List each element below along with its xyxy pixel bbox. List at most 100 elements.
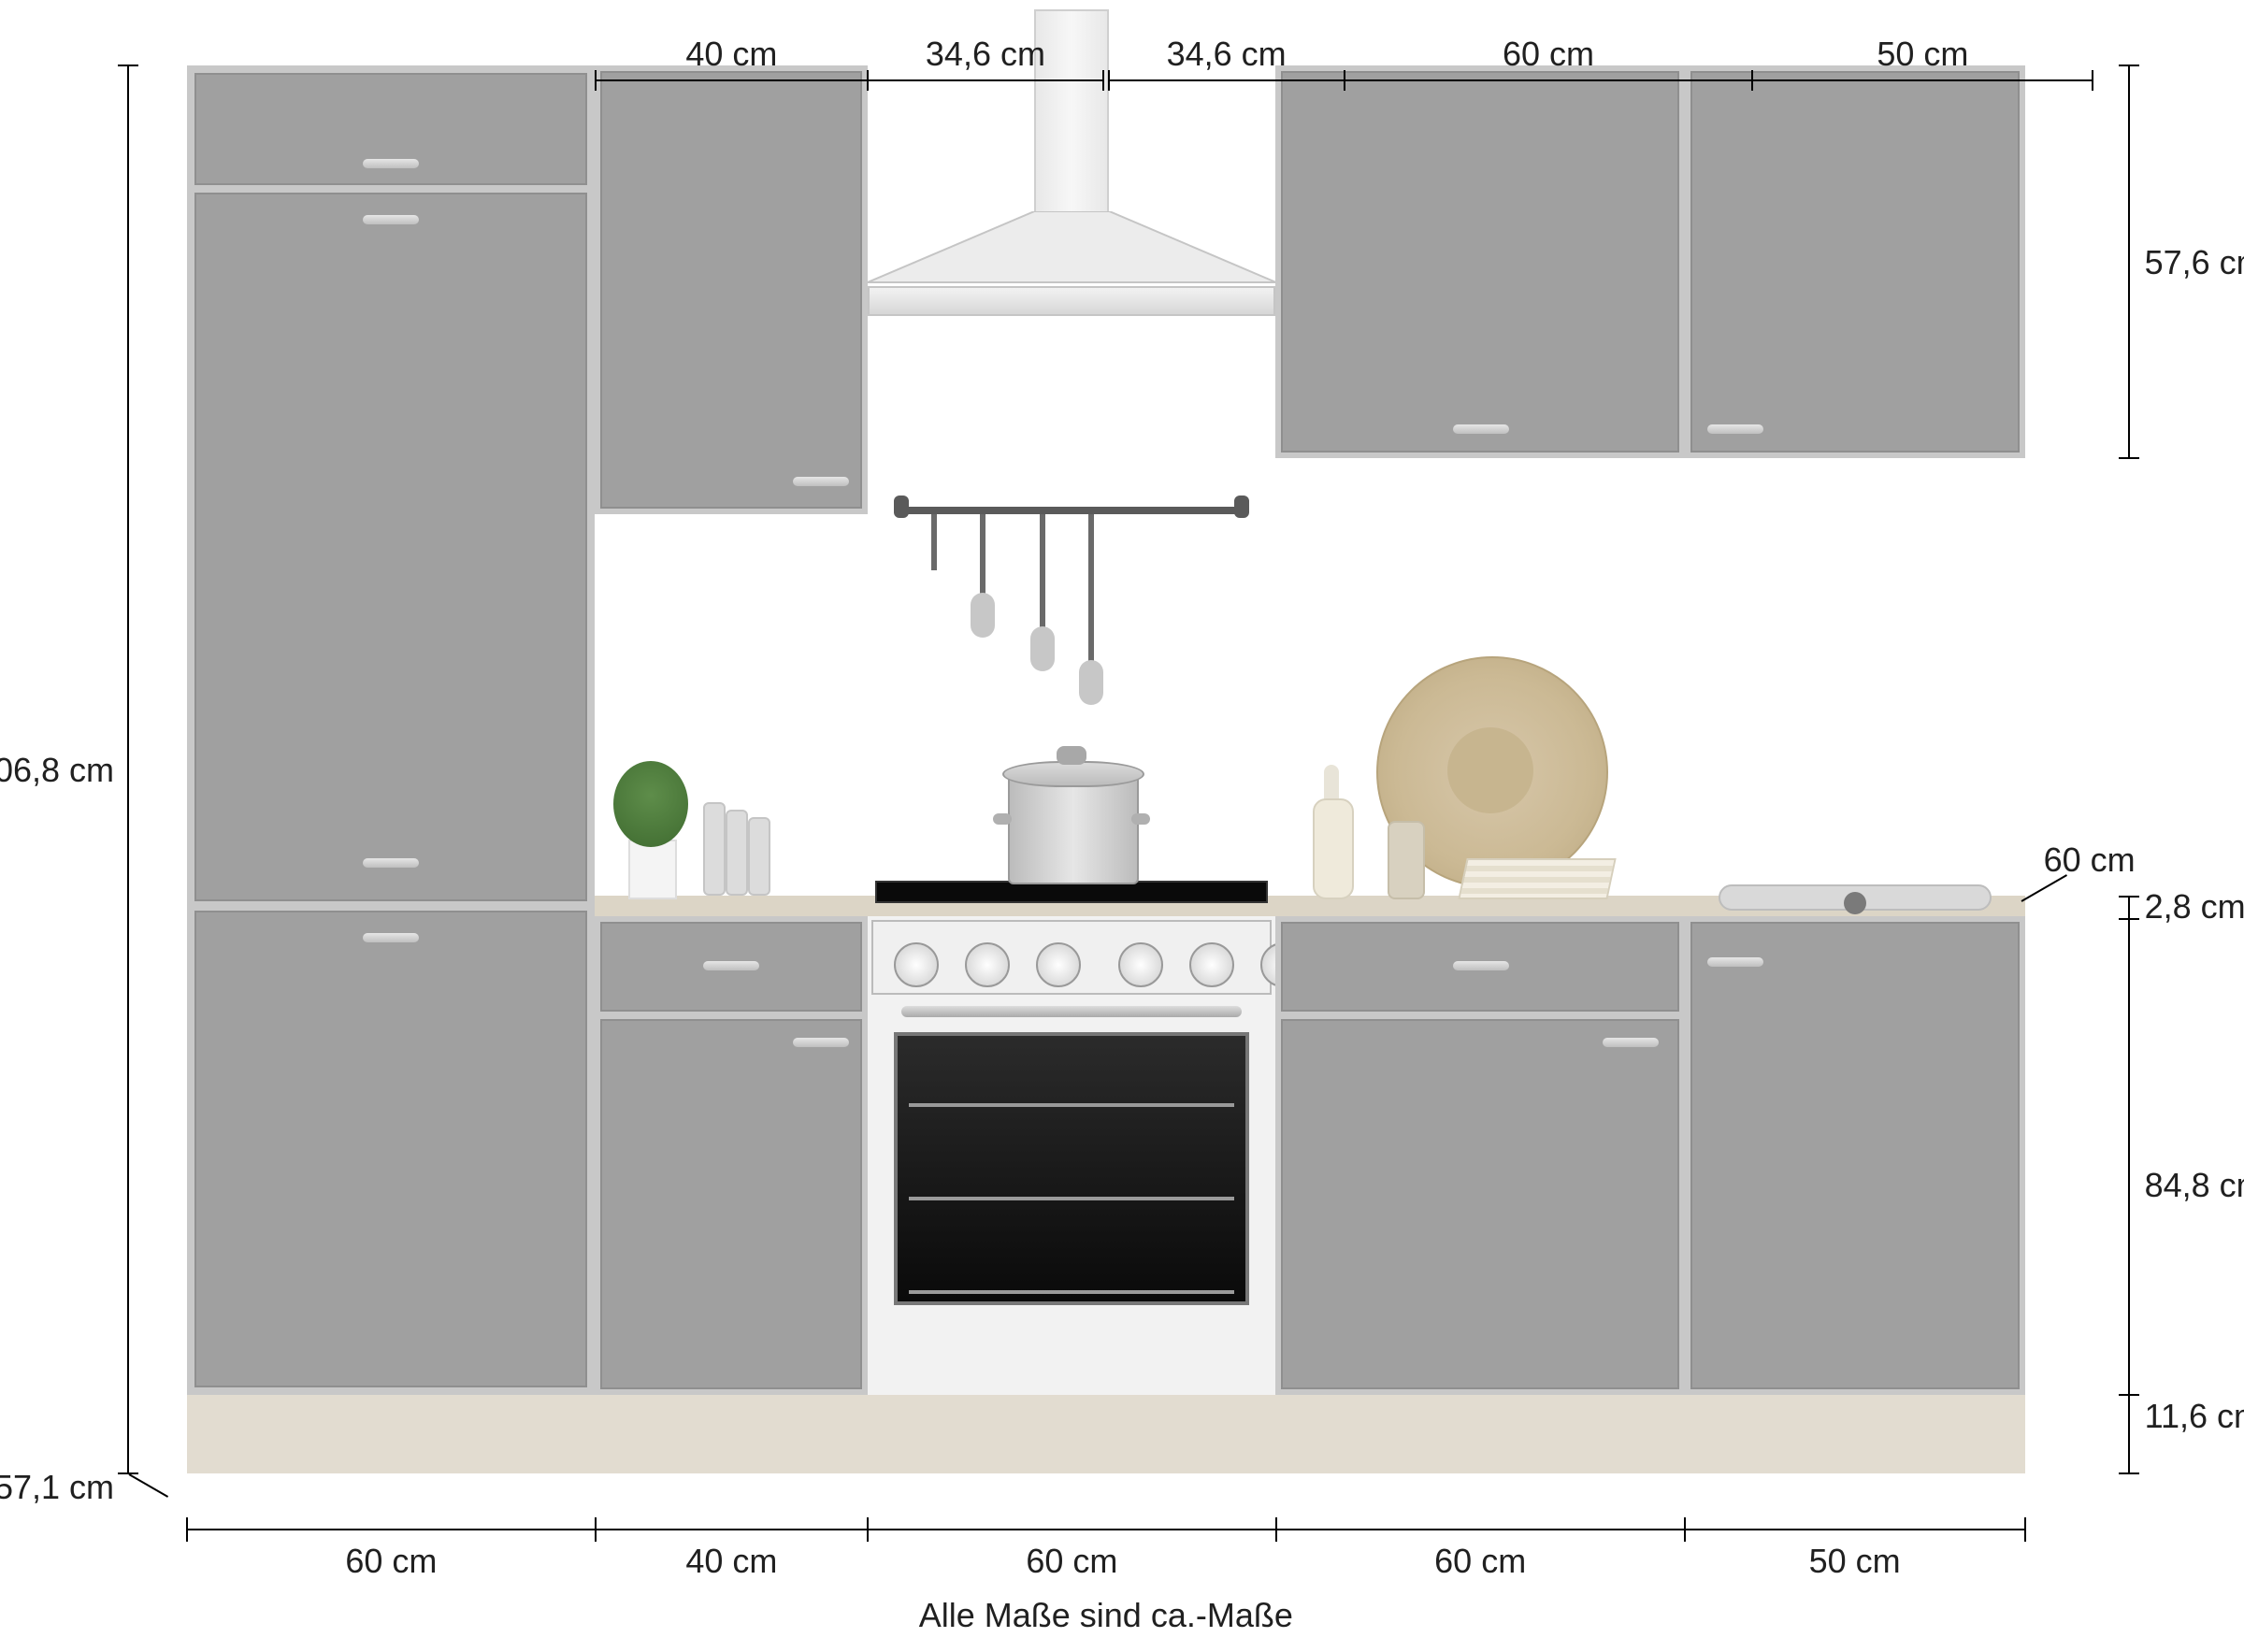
tall-door-top <box>194 73 588 185</box>
dim-line <box>1752 79 2093 81</box>
glass-icon <box>749 818 771 897</box>
hook <box>980 514 985 604</box>
dim-label: 34,6 cm <box>926 35 1045 74</box>
hob <box>875 882 1269 904</box>
dim-label: 60 cm <box>345 1542 437 1581</box>
handle <box>1707 424 1763 434</box>
dim-tick <box>867 1517 869 1542</box>
dim-label: 206,8 cm <box>0 751 114 790</box>
pot-lid <box>1002 762 1144 788</box>
tall-door-mid <box>194 193 588 902</box>
wall-40-door <box>601 71 862 508</box>
dim-tick <box>595 70 597 91</box>
wall-60-door <box>1282 71 1679 452</box>
oven-handle <box>901 1005 1243 1016</box>
handle <box>793 477 849 486</box>
oven-knob <box>965 941 1010 986</box>
bottle-neck <box>1325 766 1340 803</box>
dim-tick <box>1108 70 1110 91</box>
glass-icon <box>704 803 726 897</box>
dim-tick <box>595 1517 597 1542</box>
plant-pot <box>629 840 678 900</box>
dim-label: 60 cm <box>1434 1542 1526 1581</box>
hook <box>1088 514 1094 671</box>
oven-rack <box>909 1289 1235 1293</box>
oven-knob <box>1036 941 1081 986</box>
dim-label: 50 cm <box>1809 1542 1901 1581</box>
hood-base <box>868 286 1276 316</box>
glass-icon <box>726 811 749 897</box>
dim-label: 57,6 cm <box>2145 243 2244 282</box>
dim-label: 40 cm <box>685 35 777 74</box>
dim-label: 57,1 cm <box>0 1468 114 1507</box>
oven-rack <box>909 1196 1235 1199</box>
dim-tick <box>2119 457 2139 459</box>
plant-icon <box>614 762 689 848</box>
dim-tick <box>1344 70 1345 91</box>
utensil-icon <box>1079 660 1103 705</box>
handle <box>1452 960 1508 970</box>
handle <box>363 159 419 168</box>
handle <box>1707 956 1763 966</box>
hood-canopy <box>868 211 1276 290</box>
plinth <box>187 1395 2025 1473</box>
dim-tick <box>2024 1517 2026 1542</box>
hood-duct <box>1034 9 1109 215</box>
pot-handle <box>993 814 1012 826</box>
handle <box>793 1037 849 1046</box>
base-60-door <box>1282 1018 1679 1389</box>
depth-diagonal <box>129 1473 169 1498</box>
dim-label: 11,6 cm <box>2145 1397 2244 1436</box>
handle <box>1452 424 1508 434</box>
oven-door <box>894 1031 1250 1305</box>
oven-knob <box>894 941 939 986</box>
utensil-icon <box>971 593 995 638</box>
dim-tick <box>2119 1472 2139 1474</box>
base-40-door <box>601 1018 862 1389</box>
handle <box>363 215 419 224</box>
dim-line <box>1109 79 1345 81</box>
hook <box>931 514 937 570</box>
dim-tick <box>186 1517 188 1542</box>
bottle-icon <box>1314 799 1355 900</box>
dim-line <box>1345 79 1753 81</box>
dim-label: 50 cm <box>1877 35 1968 74</box>
dim-tick <box>867 70 869 91</box>
dim-tick <box>1275 1517 1277 1542</box>
dim-line <box>2128 1395 2130 1473</box>
dim-label: 60 cm <box>1026 1542 1117 1581</box>
handle <box>703 960 759 970</box>
dim-line <box>868 79 1103 81</box>
dim-tick <box>2092 70 2093 91</box>
handle <box>363 932 419 941</box>
dim-tick <box>1102 70 1104 91</box>
wall-50-door <box>1690 71 2020 452</box>
dim-line <box>2128 897 2130 1473</box>
dim-line <box>2128 65 2130 457</box>
pot-handle <box>1131 814 1150 826</box>
dim-label: 34,6 cm <box>1167 35 1287 74</box>
dim-line <box>596 79 868 81</box>
dim-tick <box>118 65 138 66</box>
pot-body <box>1008 773 1139 885</box>
pot-knob <box>1057 747 1086 766</box>
footnote: Alle Maße sind ca.-Maße <box>919 1596 1293 1635</box>
rail <box>894 507 1250 514</box>
dim-line <box>187 1529 2025 1530</box>
dim-tick <box>1684 1517 1686 1542</box>
utensil-icon <box>1030 626 1055 671</box>
dim-label: 40 cm <box>685 1542 777 1581</box>
oven-rack <box>909 1102 1235 1106</box>
dim-tick <box>1751 70 1753 91</box>
napkins-icon <box>1459 859 1617 900</box>
tall-door-bottom <box>194 910 588 1387</box>
jar-icon <box>1388 822 1426 900</box>
dim-label: 84,8 cm <box>2145 1166 2244 1205</box>
dim-label: 60 cm <box>2044 840 2136 880</box>
base-50-door <box>1690 921 2020 1389</box>
handle <box>363 857 419 867</box>
handle <box>1603 1037 1659 1046</box>
dim-label: 60 cm <box>1503 35 1594 74</box>
hook <box>1040 514 1045 638</box>
dim-label: 2,8 cm <box>2145 887 2244 927</box>
